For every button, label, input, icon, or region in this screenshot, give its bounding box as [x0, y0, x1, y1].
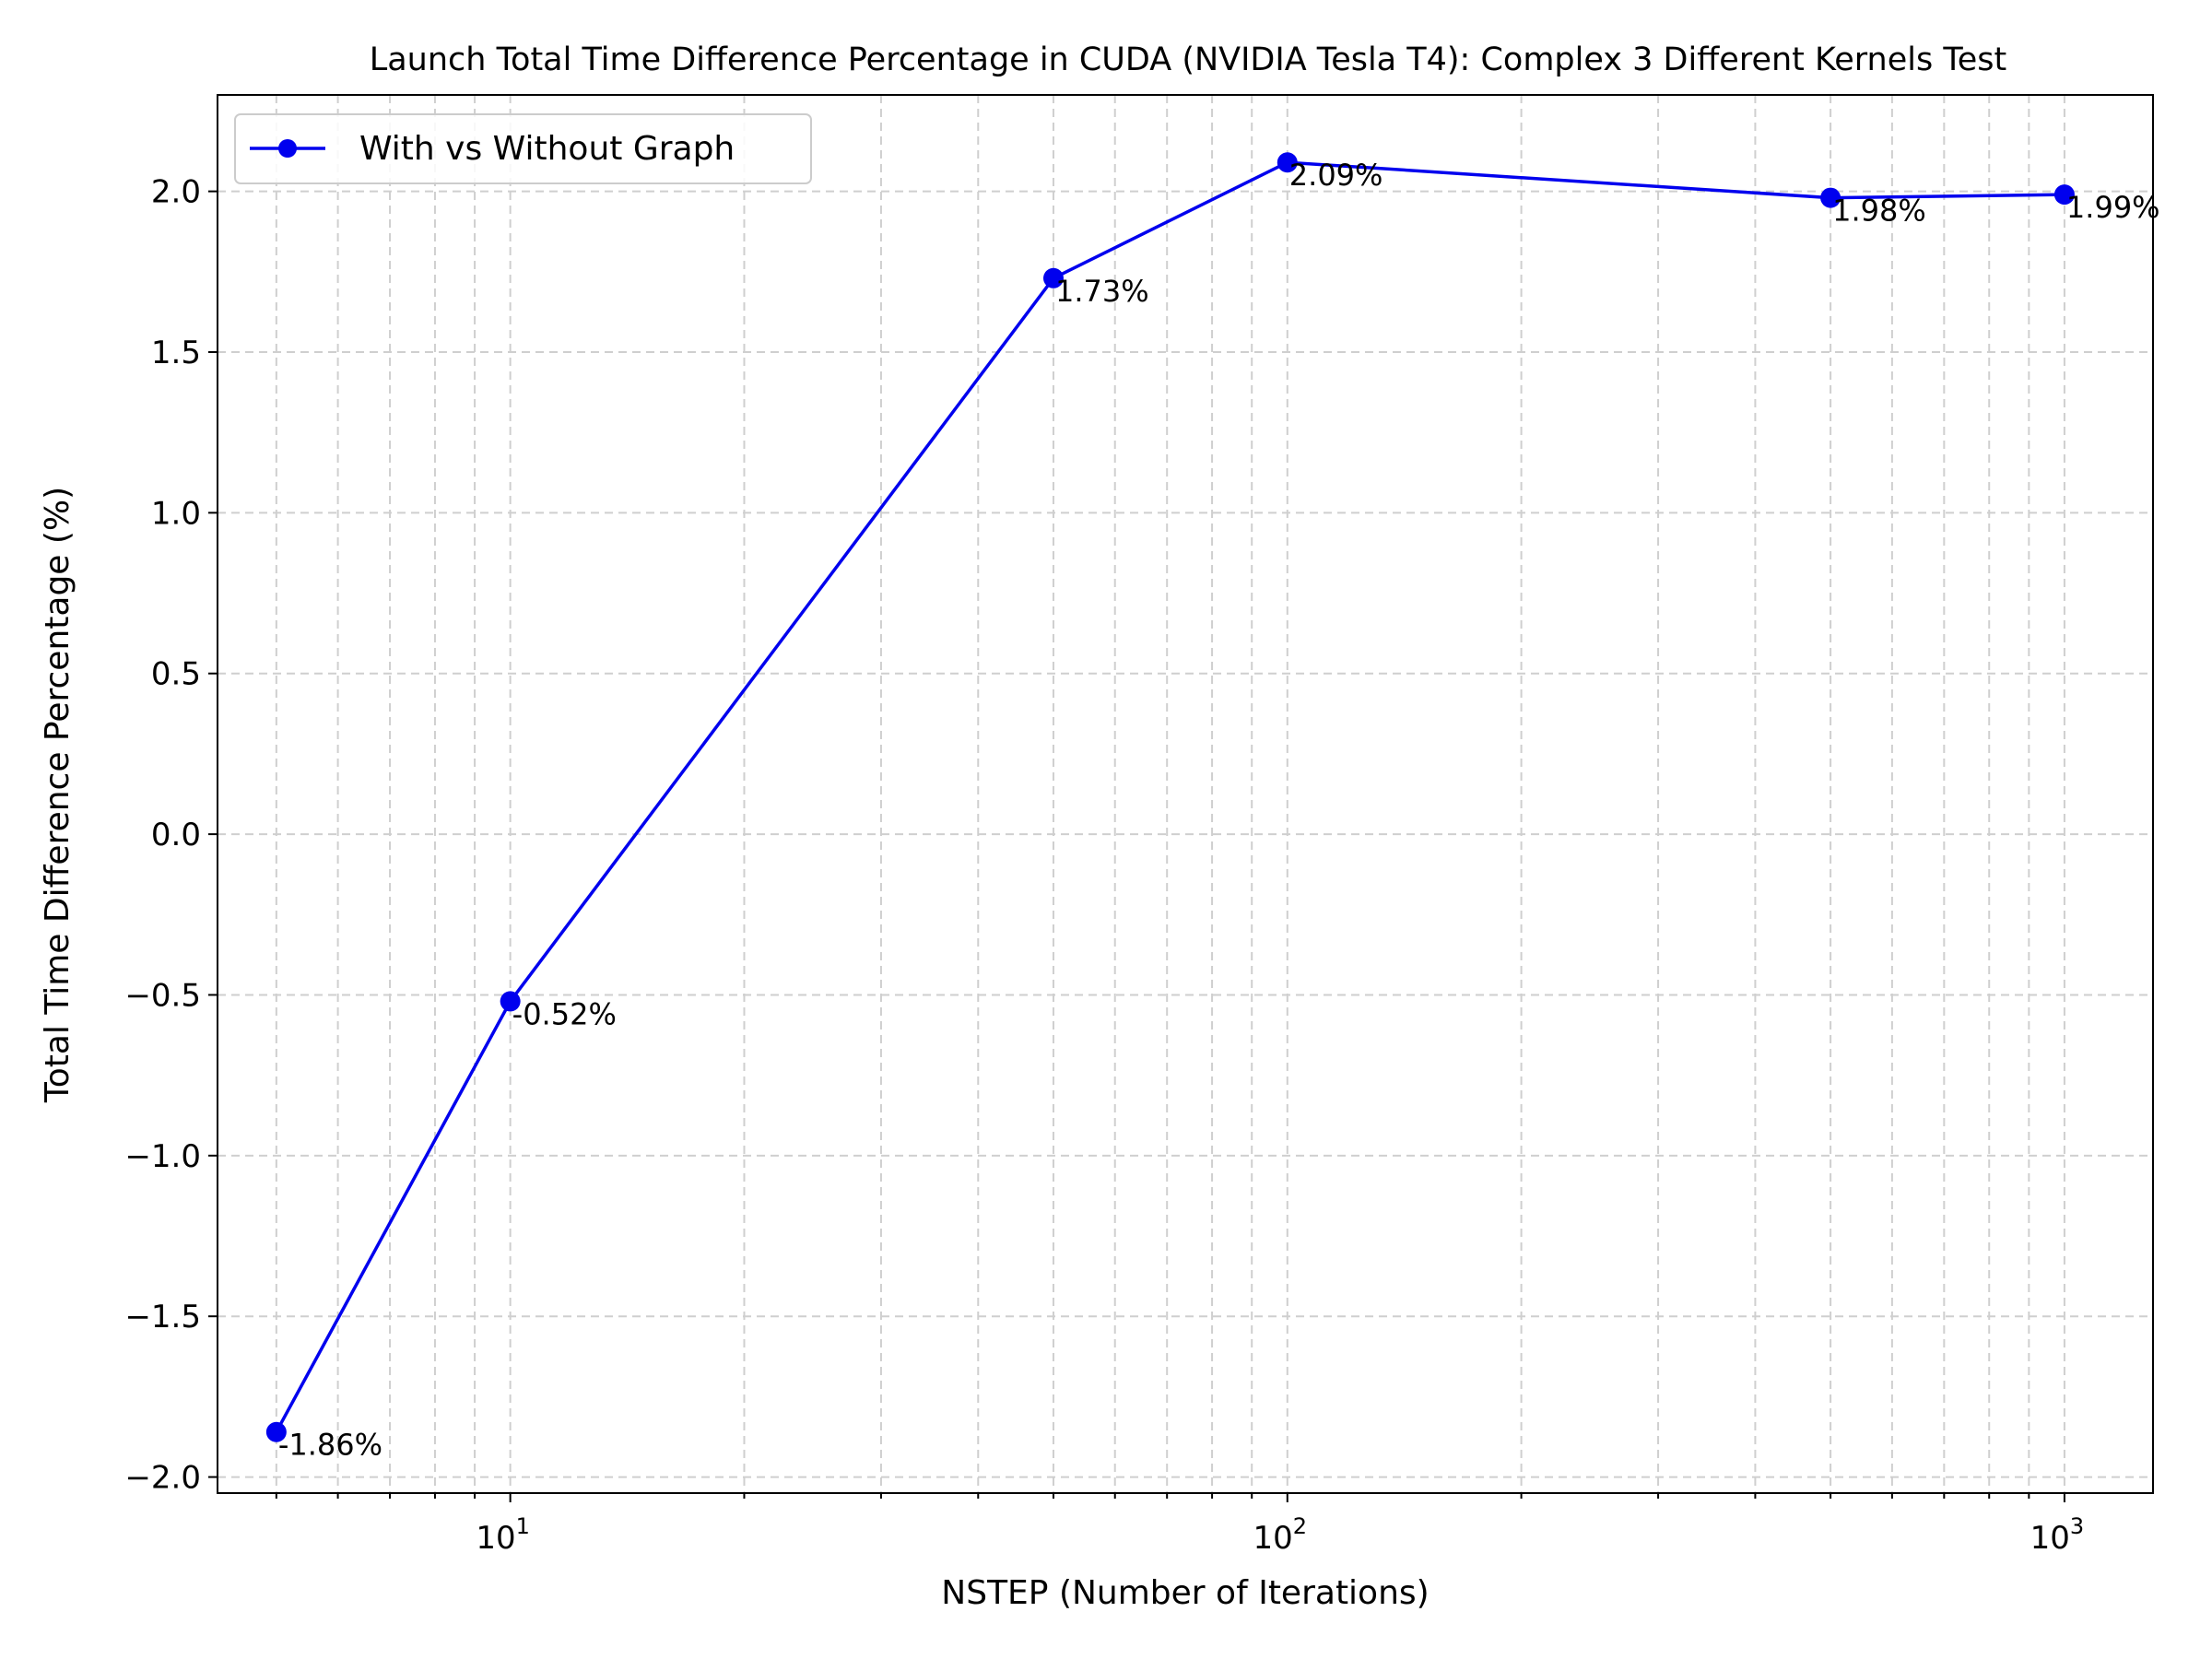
data-point [1042, 267, 1064, 288]
series-layer: -1.86% -0.52% 1.73% 2.09% 1.98% 1.99% [265, 152, 2160, 1463]
x-tick-label-exponent: 2 [1293, 1513, 1307, 1539]
x-tick-label: 102 [1253, 1513, 1308, 1557]
x-tick-label-base: 10 [1253, 1520, 1293, 1557]
x-tick-label-base: 10 [2030, 1520, 2070, 1557]
x-tick-label-exponent: 1 [516, 1513, 530, 1539]
y-tick-label: −2.0 [124, 1460, 201, 1497]
y-axis-title: Total Time Difference Percentage (%) [39, 487, 76, 1103]
x-tick-label: 103 [2030, 1513, 2085, 1557]
y-tick-label: 1.5 [151, 335, 201, 371]
legend-box [234, 113, 812, 184]
data-point [500, 991, 521, 1012]
data-label: 1.73% [1055, 274, 1149, 309]
legend: With vs Without Graph [234, 113, 812, 184]
y-tick-label: 0.0 [151, 817, 201, 853]
chart-title: Launch Total Time Difference Percentage … [370, 41, 2007, 78]
data-point [265, 1421, 287, 1442]
data-label: -1.86% [278, 1428, 382, 1463]
x-axis-title: NSTEP (Number of Iterations) [941, 1574, 1429, 1612]
data-point [1820, 187, 1841, 208]
x-tick-label-exponent: 3 [2070, 1513, 2084, 1539]
data-label: 1.98% [1832, 194, 1926, 229]
x-tick-label: 101 [476, 1513, 530, 1557]
data-point [1277, 152, 1298, 173]
y-tick-label: 2.0 [151, 174, 201, 211]
y-tick-label: −0.5 [124, 977, 201, 1014]
data-label: 1.99% [2066, 190, 2160, 225]
data-label: -0.52% [512, 996, 617, 1031]
y-tick-label: 1.0 [151, 495, 201, 532]
data-label: 2.09% [1289, 158, 1383, 193]
grid [218, 95, 2153, 1493]
y-tick-label: −1.5 [124, 1299, 201, 1335]
x-tick-label-base: 10 [476, 1520, 515, 1557]
legend-label: With vs Without Graph [359, 130, 735, 168]
data-point [2053, 184, 2075, 206]
y-tick-label: 0.5 [151, 656, 201, 693]
legend-marker-swatch [278, 139, 297, 158]
y-tick-label: −1.0 [124, 1138, 201, 1175]
series-line [275, 160, 2065, 1433]
plot-frame [217, 94, 2154, 1494]
